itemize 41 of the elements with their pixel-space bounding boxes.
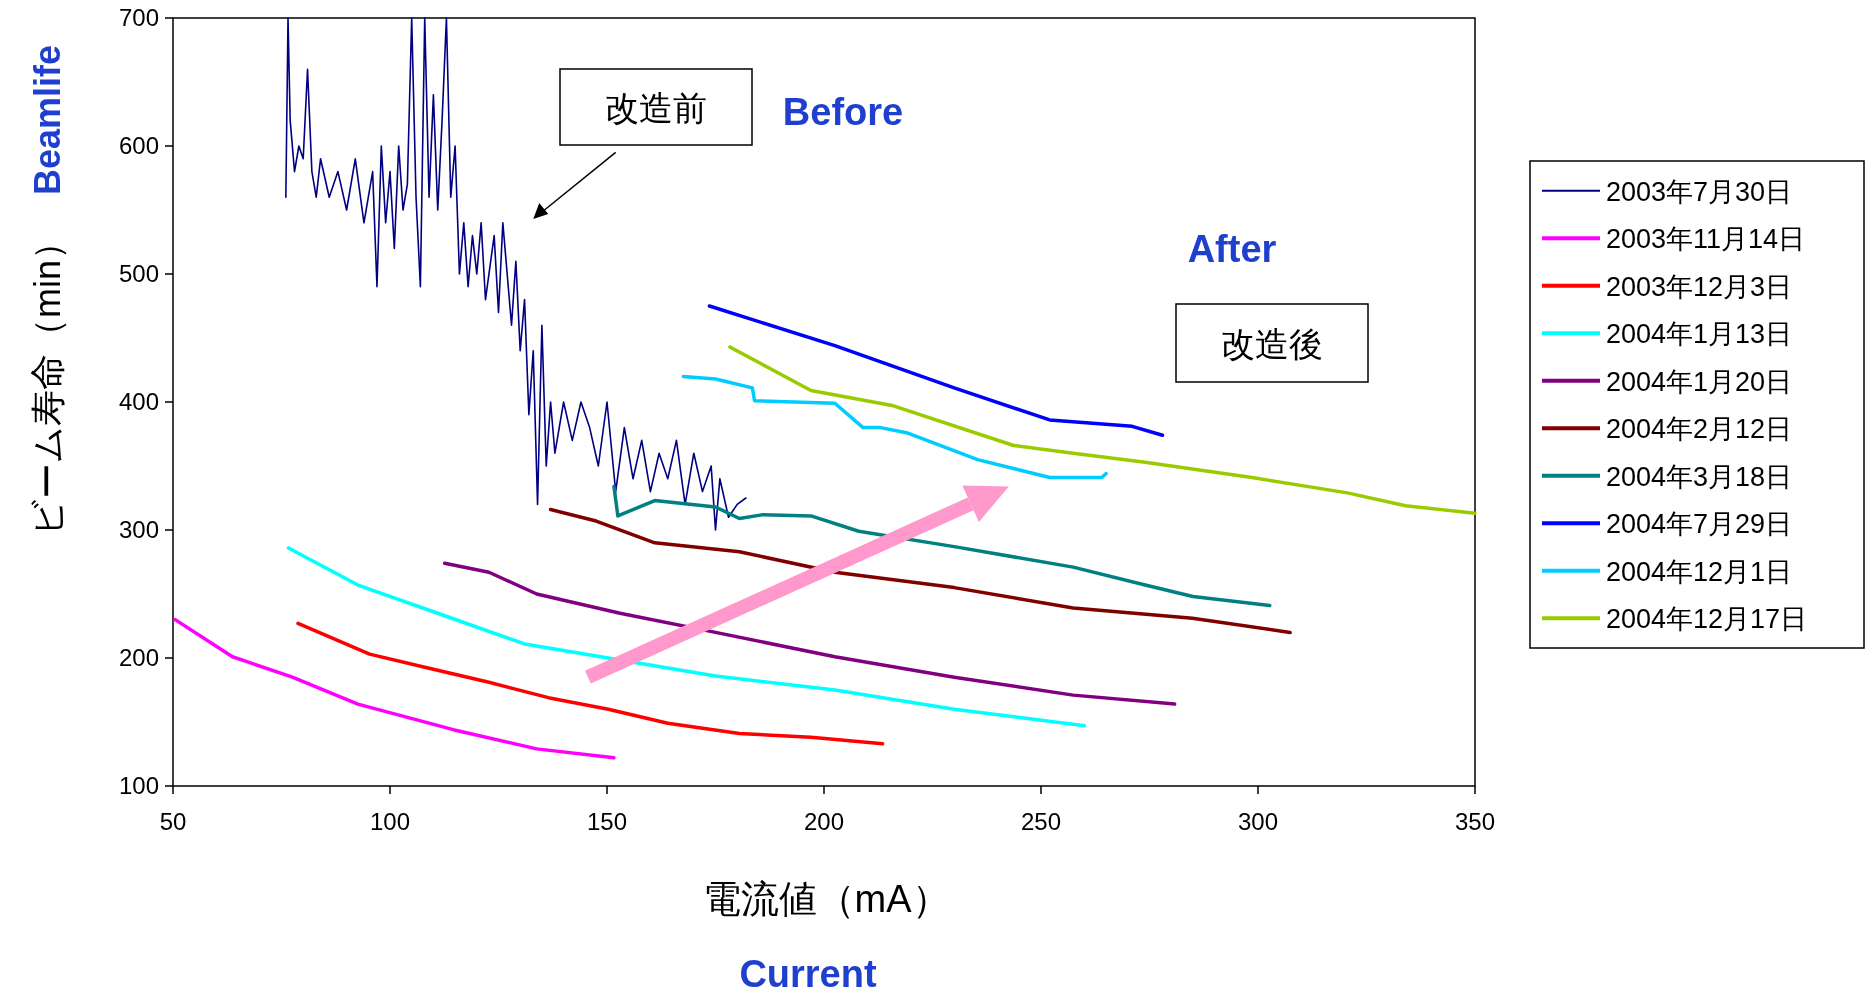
- annotation: After: [1187, 228, 1277, 270]
- legend-label: 2004年2月12日: [1606, 414, 1793, 445]
- annotation: Before: [782, 91, 904, 133]
- line-series: [296, 621, 885, 746]
- x-tick-label: 150: [586, 808, 628, 835]
- line-series: [173, 617, 616, 760]
- x-tick-label: 250: [1020, 808, 1062, 835]
- line-series: [442, 561, 1177, 706]
- x-tick-label: 350: [1454, 808, 1496, 835]
- line-series: [612, 484, 1272, 608]
- legend-label: 2004年12月1日: [1606, 556, 1793, 587]
- legend-label: 2004年3月18日: [1606, 461, 1793, 492]
- text: Current: [739, 953, 877, 994]
- legend-label: 2003年7月30日: [1606, 176, 1793, 207]
- line-series: [681, 374, 1108, 480]
- x-tick-label: 200: [803, 808, 845, 835]
- annotation: 改造前: [605, 89, 707, 127]
- y-axis-title: ビーム寿命（min）: [27, 223, 68, 537]
- y-tick-label: 700: [118, 4, 159, 31]
- annotation: 改造後: [1221, 325, 1323, 363]
- x-tick-label: 100: [369, 808, 411, 835]
- y-tick-label: 400: [118, 388, 159, 415]
- x-axis-title: 電流値（mA）: [702, 878, 950, 920]
- x-tick-label: 300: [1237, 808, 1279, 835]
- line-series: [548, 507, 1292, 635]
- line-series: [285, 17, 747, 531]
- y-tick-label: 100: [118, 772, 159, 799]
- x-tick-label: 50: [159, 808, 187, 835]
- y-tick-label: 500: [118, 260, 159, 287]
- legend-label: 2003年11月14日: [1606, 224, 1806, 255]
- legend-label: 2003年12月3日: [1606, 271, 1793, 302]
- line-series: [707, 304, 1165, 438]
- y-tick-label: 300: [118, 516, 159, 543]
- legend-label: 2004年1月20日: [1606, 366, 1793, 397]
- line-series: [286, 546, 1087, 728]
- legend-label: 2004年12月17日: [1606, 604, 1808, 635]
- legend-label: 2004年1月13日: [1606, 319, 1793, 350]
- y-tick-label: 600: [118, 132, 159, 159]
- y-tick-label: 200: [118, 644, 159, 671]
- text: Beamlife: [27, 44, 68, 196]
- legend-label: 2004年7月29日: [1606, 509, 1793, 540]
